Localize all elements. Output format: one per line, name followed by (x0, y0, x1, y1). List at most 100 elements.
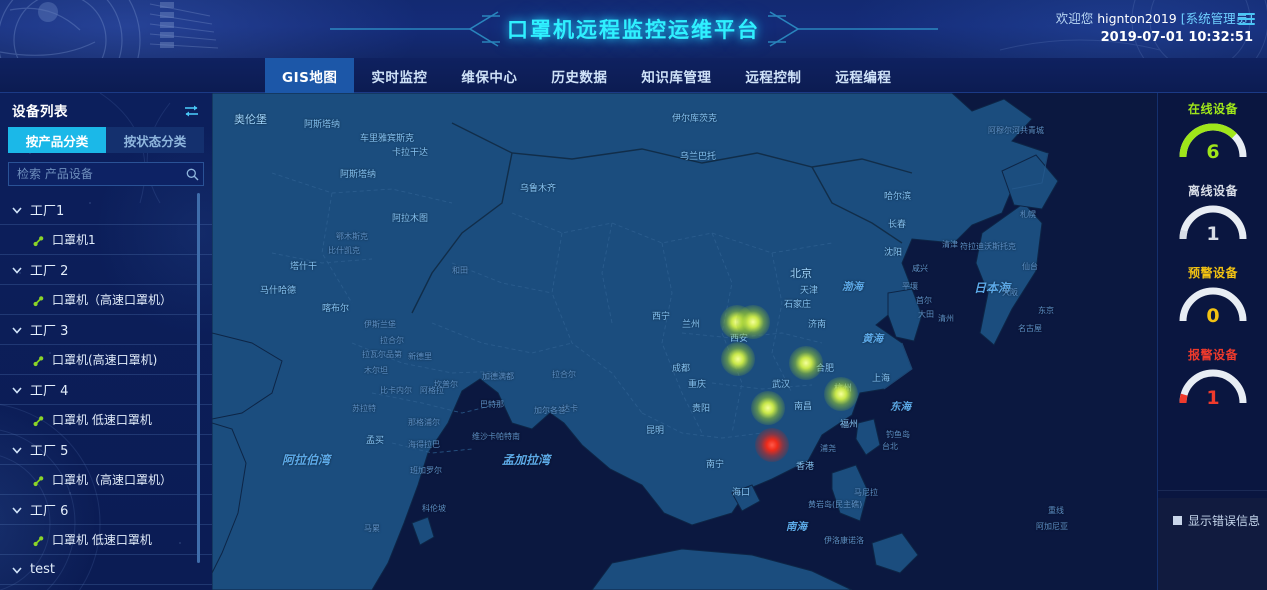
device-status-panel: 在线设备 6 离线设备 1 预警设备 0 报警设备 1 显示错误信息 (1157, 93, 1267, 590)
welcome-prefix: 欢迎您 (1055, 11, 1094, 26)
sidebar-tab-by-product[interactable]: 按产品分类 (8, 127, 106, 153)
header-user-info: 欢迎您 hignton2019 [系统管理员] 2019-07-01 10:32… (1056, 9, 1253, 49)
chevron-down-icon[interactable] (10, 503, 24, 517)
sidebar-header: 设备列表 (0, 93, 212, 127)
device-marker-5[interactable] (824, 377, 858, 411)
gauge-warning-devices: 预警设备 0 (1158, 265, 1267, 347)
tree-item-label: 口罩机(高速口罩机) (52, 353, 158, 367)
gauge-title: 离线设备 (1187, 184, 1238, 198)
device-marker-4[interactable] (789, 346, 823, 380)
status-footer: 显示错误信息 (1158, 498, 1267, 590)
tab-knowledge-base[interactable]: 知识库管理 (641, 69, 712, 86)
chevron-down-icon[interactable] (10, 323, 24, 337)
gis-map[interactable]: 奥伦堡 阿斯塔纳 伊尔库茨克 阿穆尔河共青城 车里雅宾斯克 卡拉干达 乌兰巴托 阿斯塔纳 乌鲁木… (212, 93, 1267, 590)
tab-remote-control[interactable]: 远程控制 (745, 69, 802, 86)
gauge-arc: 6 (1158, 117, 1267, 173)
gauge-arc: 1 (1158, 199, 1267, 255)
gauge-arc: 1 (1158, 363, 1267, 419)
hamburger-menu-icon[interactable] (1238, 13, 1255, 27)
tree-group-item[interactable]: 工厂 3 (0, 315, 212, 345)
gauge-alarm-devices: 报警设备 1 (1158, 347, 1267, 429)
marker-glow (751, 391, 785, 425)
map-geometry (212, 93, 1267, 590)
chevron-down-icon[interactable] (10, 203, 24, 217)
sidebar-title: 设备列表 (12, 104, 68, 120)
tree-item-label: 工厂 6 (30, 504, 69, 519)
tab-history-data[interactable]: 历史数据 (551, 69, 608, 86)
gauge-offline-devices: 离线设备 1 (1158, 183, 1267, 265)
tree-group-item[interactable]: test (0, 555, 212, 585)
welcome-line: 欢迎您 hignton2019 [系统管理员] (1056, 9, 1253, 28)
marker-glow (824, 377, 858, 411)
tree-device-item[interactable]: 口罩机（高速口罩机） (0, 465, 212, 495)
marker-glow (736, 305, 770, 339)
device-search-box (8, 162, 204, 186)
checkbox-box (1172, 516, 1182, 525)
tree-group-item[interactable]: 工厂 2 (0, 255, 212, 285)
header-decoration (0, 0, 1267, 58)
sidebar-tab-by-status[interactable]: 按状态分类 (106, 127, 204, 153)
show-error-info-checkbox[interactable]: 显示错误信息 (1172, 512, 1260, 529)
sidebar-scrollbar[interactable] (197, 193, 200, 563)
tree-device-item[interactable]: 口罩机(高速口罩机) (0, 345, 212, 375)
username: hignton2019 (1097, 11, 1177, 26)
gauge-value: 0 (1206, 305, 1220, 327)
tab-realtime-monitor[interactable]: 实时监控 (371, 69, 428, 86)
tree-group-item[interactable]: 工厂 5 (0, 435, 212, 465)
main-nav: GIS地图 实时监控 维保中心 历史数据 知识库管理 远程控制 远程编程 (0, 58, 1267, 93)
search-input[interactable] (9, 167, 181, 181)
gauge-title: 报警设备 (1187, 348, 1238, 362)
chevron-down-icon[interactable] (10, 563, 24, 577)
tree-device-item[interactable]: 口罩机1 (0, 225, 212, 255)
tree-item-label: 口罩机（高速口罩机） (52, 473, 173, 487)
nav-spacer (0, 58, 265, 92)
gauge-value: 1 (1206, 387, 1220, 409)
gauge-title: 在线设备 (1187, 102, 1238, 116)
link-icon (32, 353, 46, 367)
chevron-down-icon[interactable] (10, 263, 24, 277)
marker-glow (755, 428, 789, 462)
datetime-display: 2019-07-01 10:32:51 (1100, 30, 1253, 46)
device-marker-7[interactable] (755, 428, 789, 462)
link-icon (32, 533, 46, 547)
device-marker-6[interactable] (751, 391, 785, 425)
device-list-sidebar: 设备列表 按产品分类 按状态分类 (0, 93, 212, 590)
tree-item-label: 口罩机1 (52, 233, 96, 247)
gauge-arc: 0 (1158, 281, 1267, 337)
tree-item-label: 口罩机（高速口罩机） (52, 293, 173, 307)
search-icon[interactable] (181, 168, 203, 181)
swap-arrows-icon[interactable] (183, 103, 200, 117)
tree-item-label: 口罩机 低速口罩机 (52, 413, 152, 427)
tree-item-label: 工厂 4 (30, 384, 69, 399)
tree-device-item[interactable]: 口罩机 低速口罩机 (0, 525, 212, 555)
sidebar-tabs: 按产品分类 按状态分类 (8, 127, 204, 153)
tree-group-item[interactable]: 工厂 4 (0, 375, 212, 405)
tree-device-item[interactable]: 口罩机（高速口罩机） (0, 285, 212, 315)
device-marker-3[interactable] (721, 342, 755, 376)
tree-group-item[interactable]: 工厂1 (0, 195, 212, 225)
chevron-down-icon[interactable] (10, 443, 24, 457)
tab-maintenance-center[interactable]: 维保中心 (461, 69, 518, 86)
tab-gis-map[interactable]: GIS地图 (265, 58, 355, 93)
panel-divider (1158, 490, 1267, 491)
link-icon (32, 413, 46, 427)
marker-glow (721, 342, 755, 376)
tree-item-label: 口罩机 低速口罩机 (52, 533, 152, 547)
user-role: [系统管理员] (1180, 11, 1253, 26)
show-error-info-label: 显示错误信息 (1187, 514, 1260, 528)
tab-remote-programming[interactable]: 远程编程 (835, 69, 892, 86)
chevron-down-icon[interactable] (10, 383, 24, 397)
device-marker-2[interactable] (736, 305, 770, 339)
gauge-online-devices: 在线设备 6 (1158, 101, 1267, 183)
tree-device-item[interactable]: 口罩机 低速口罩机 (0, 405, 212, 435)
tree-item-label: 工厂 2 (30, 264, 69, 279)
link-icon (32, 473, 46, 487)
device-tree: 工厂1 口罩机1 工厂 2 口罩机（高速口罩机） 工厂 3 口罩机(高速口罩机) 工厂 4 口… (0, 195, 212, 590)
tree-item-label: test (30, 562, 55, 577)
tree-item-label: 工厂 3 (30, 324, 69, 339)
gauge-value: 6 (1206, 141, 1220, 163)
link-icon (32, 293, 46, 307)
gauge-value: 1 (1206, 223, 1220, 245)
tree-group-item[interactable]: 工厂 6 (0, 495, 212, 525)
